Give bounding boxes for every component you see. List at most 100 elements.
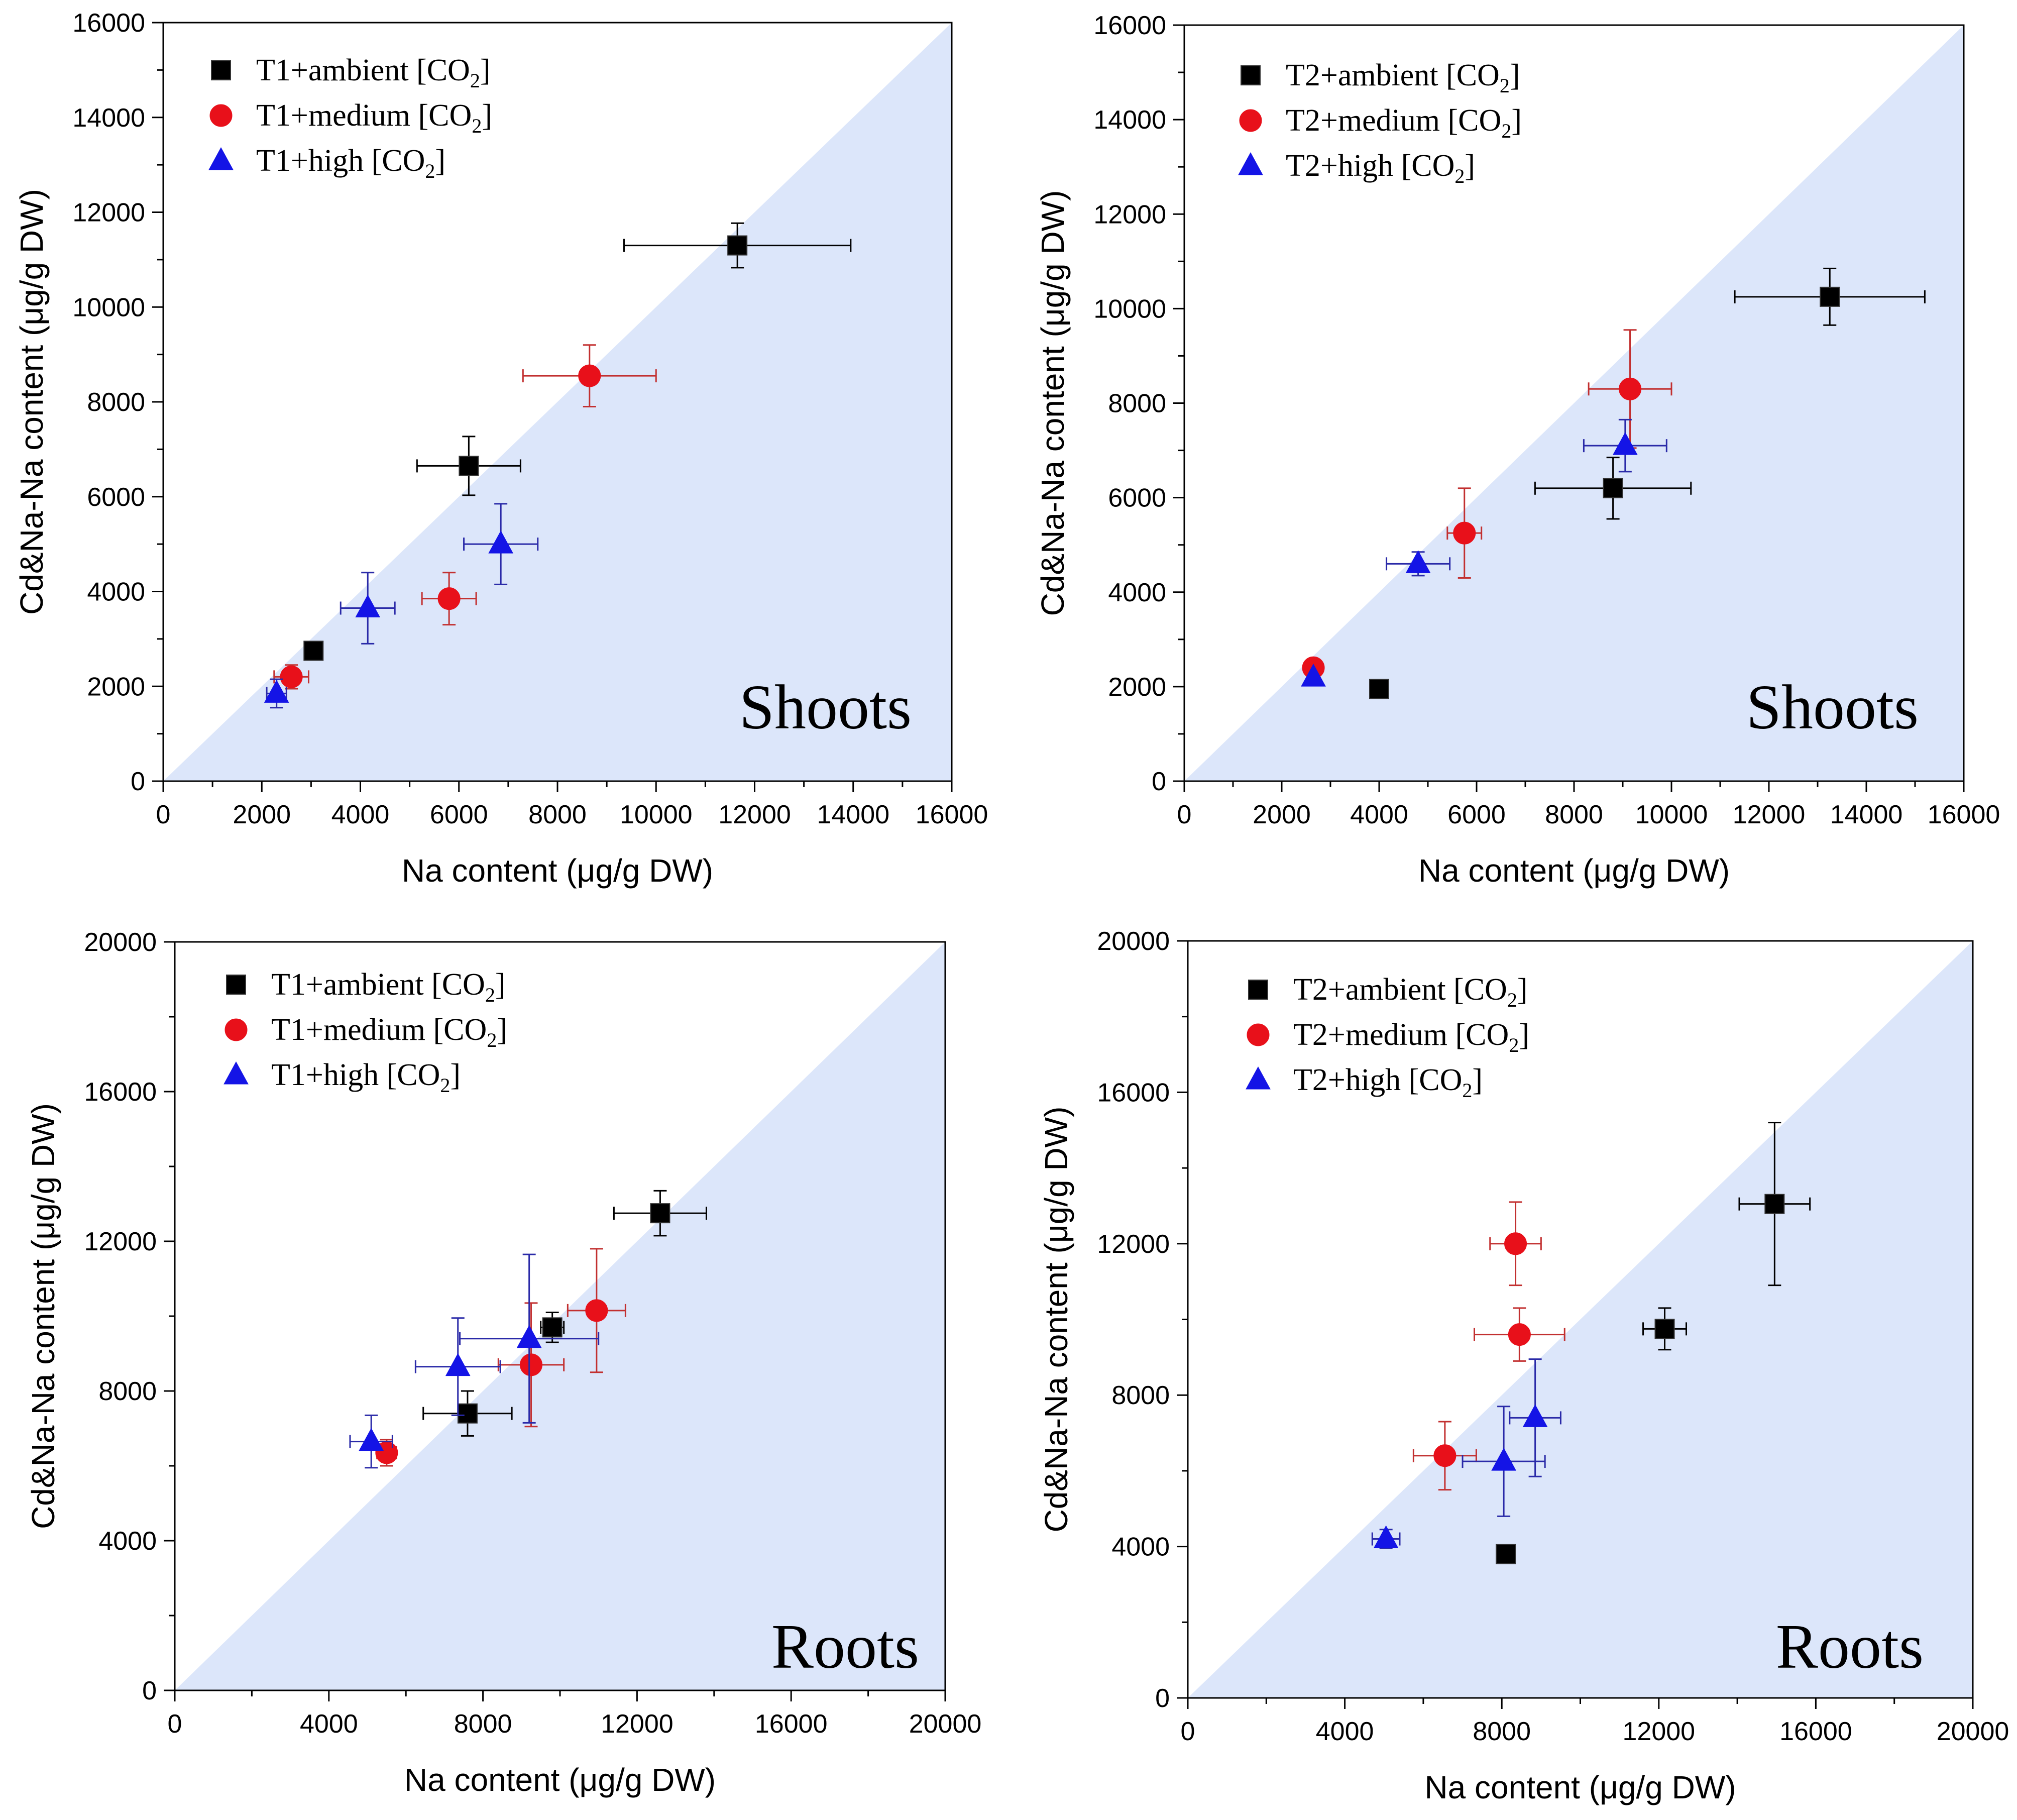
y-tick-label: 14000 bbox=[1093, 105, 1166, 135]
x-tick-label: 20000 bbox=[1937, 1717, 2009, 1746]
legend-label: T1+high [CO2] bbox=[256, 144, 445, 182]
x-tick-label: 2000 bbox=[1253, 800, 1311, 829]
y-tick-label: 2000 bbox=[87, 672, 145, 701]
legend-label: T2+high [CO2] bbox=[1293, 1063, 1483, 1102]
legend-circle-marker bbox=[225, 1018, 248, 1041]
triangle-marker bbox=[1301, 664, 1326, 687]
legend-label: T1+ambient [CO2] bbox=[271, 968, 505, 1006]
square-marker bbox=[650, 1203, 670, 1224]
x-tick-label: 14000 bbox=[1830, 800, 1903, 829]
circle-marker bbox=[578, 364, 601, 387]
y-tick-label: 8000 bbox=[98, 1377, 157, 1406]
x-tick-label: 10000 bbox=[620, 800, 693, 829]
square-marker bbox=[303, 640, 324, 661]
data-point-high bbox=[1462, 1406, 1546, 1517]
x-tick-label: 4000 bbox=[300, 1709, 358, 1739]
circle-marker bbox=[1433, 1444, 1456, 1467]
square-marker bbox=[1369, 679, 1389, 699]
chart-panel-top-left: 0 2000 4000 6000 8000 10000 12000 14000 16000 0 20… bbox=[14, 9, 988, 889]
data-point-medium bbox=[1446, 487, 1483, 579]
y-tick-label: 12000 bbox=[84, 1227, 157, 1256]
y-tick-label: 2000 bbox=[1108, 673, 1166, 702]
data-point-medium bbox=[567, 1248, 626, 1373]
data-point-ambient bbox=[623, 222, 852, 269]
legend-triangle-marker bbox=[208, 147, 234, 170]
data-point-medium bbox=[522, 344, 657, 407]
y-tick-label: 14000 bbox=[72, 103, 145, 133]
x-tick-label: 6000 bbox=[430, 800, 488, 829]
data-point-high bbox=[1509, 1358, 1561, 1477]
y-tick-label: 4000 bbox=[87, 578, 145, 607]
legend-triangle-marker bbox=[1238, 152, 1263, 175]
x-tick-label: 12000 bbox=[1733, 800, 1806, 829]
square-marker bbox=[727, 235, 748, 256]
circle-marker bbox=[1504, 1232, 1527, 1255]
legend-label: T1+medium [CO2] bbox=[256, 98, 492, 137]
legend-item-medium: T1+medium [CO2] bbox=[209, 98, 492, 137]
circle-marker bbox=[1453, 521, 1476, 545]
triangle-marker bbox=[355, 594, 381, 618]
x-tick-label: 16000 bbox=[755, 1709, 828, 1739]
data-point-medium bbox=[421, 572, 477, 626]
legend-label: T2+high [CO2] bbox=[1286, 149, 1475, 187]
square-marker bbox=[459, 456, 479, 476]
legend-item-ambient: T2+ambient [CO2] bbox=[1248, 973, 1527, 1011]
legend-item-high: T2+high [CO2] bbox=[1238, 149, 1475, 187]
legend-label: T2+medium [CO2] bbox=[1286, 103, 1522, 142]
y-tick-label: 16000 bbox=[72, 9, 145, 38]
triangle-marker bbox=[1491, 1448, 1516, 1471]
y-tick-label: 8000 bbox=[1108, 389, 1166, 418]
data-point-medium bbox=[1489, 1201, 1542, 1287]
legend-square-marker bbox=[1248, 980, 1268, 1000]
y-tick-label: 10000 bbox=[1093, 294, 1166, 324]
triangle-marker bbox=[516, 1325, 542, 1348]
legend-triangle-marker bbox=[223, 1061, 249, 1085]
legend-item-medium: T2+medium [CO2] bbox=[1239, 103, 1522, 142]
data-point-high bbox=[340, 572, 396, 645]
circle-marker bbox=[1619, 377, 1642, 400]
legend-label: T2+ambient [CO2] bbox=[1286, 58, 1520, 97]
y-tick-label: 0 bbox=[131, 767, 145, 796]
square-marker bbox=[1603, 478, 1623, 498]
panel-annotation: Shoots bbox=[1746, 673, 1919, 742]
legend-square-marker bbox=[211, 60, 231, 80]
x-tick-label: 12000 bbox=[1622, 1717, 1695, 1746]
legend-item-high: T1+high [CO2] bbox=[223, 1058, 461, 1097]
circle-marker bbox=[437, 587, 461, 610]
data-point-high bbox=[1371, 1525, 1401, 1549]
data-point-high bbox=[264, 678, 289, 709]
panel-annotation: Roots bbox=[771, 1612, 919, 1682]
chart-panel-bottom-left: 0 4000 8000 12000 16000 20000 0 4000 8000 12000 16… bbox=[25, 928, 981, 1798]
legend-circle-marker bbox=[209, 104, 233, 127]
legend-item-high: T2+high [CO2] bbox=[1246, 1063, 1483, 1102]
x-tick-label: 0 bbox=[168, 1709, 182, 1739]
x-tick-label: 0 bbox=[156, 800, 171, 829]
y-tick-label: 6000 bbox=[87, 483, 145, 512]
data-point-ambient bbox=[1534, 457, 1692, 520]
triangle-marker bbox=[488, 530, 513, 554]
data-point-high bbox=[1386, 550, 1451, 577]
y-tick-label: 12000 bbox=[1093, 200, 1166, 229]
triangle-marker bbox=[1405, 550, 1431, 573]
square-marker bbox=[1764, 1194, 1785, 1214]
shaded-region bbox=[1188, 941, 1973, 1698]
x-tick-label: 8000 bbox=[528, 800, 587, 829]
x-tick-label: 0 bbox=[1177, 800, 1192, 829]
legend-item-high: T1+high [CO2] bbox=[208, 144, 445, 182]
data-point-high bbox=[414, 1317, 501, 1416]
x-tick-label: 8000 bbox=[454, 1709, 512, 1739]
x-tick-label: 16000 bbox=[1928, 800, 2000, 829]
data-point-high bbox=[1301, 664, 1326, 687]
x-tick-label: 4000 bbox=[1316, 1717, 1374, 1746]
y-tick-label: 4000 bbox=[98, 1527, 157, 1556]
x-tick-label: 0 bbox=[1181, 1717, 1195, 1746]
panel-annotation: Shoots bbox=[739, 673, 912, 742]
y-tick-label: 16000 bbox=[1097, 1078, 1170, 1107]
circle-marker bbox=[519, 1353, 542, 1376]
x-axis-label: Na content (μg/g DW) bbox=[1424, 1769, 1736, 1805]
y-tick-label: 0 bbox=[1152, 767, 1166, 796]
legend-item-ambient: T2+ambient [CO2] bbox=[1241, 58, 1520, 97]
triangle-marker bbox=[1373, 1525, 1399, 1549]
x-tick-label: 6000 bbox=[1447, 800, 1506, 829]
